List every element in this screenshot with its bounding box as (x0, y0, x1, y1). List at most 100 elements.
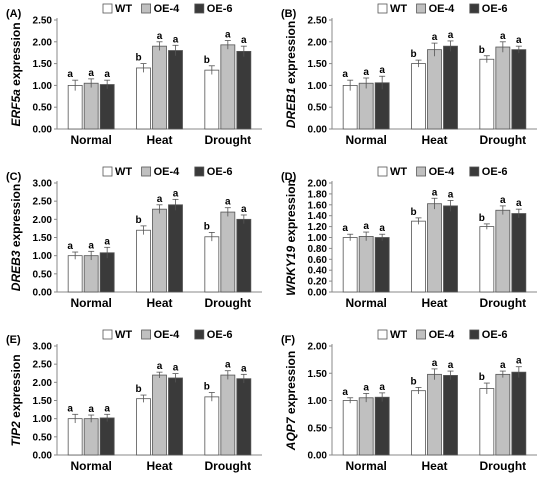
bar-oe-6 (511, 371, 527, 456)
bar-oe-4 (427, 49, 442, 130)
significance-letter: a (225, 360, 231, 371)
legend-swatch (194, 166, 205, 177)
y-tick-label: 1.50 (33, 396, 53, 407)
y-tick-label: 1.00 (33, 251, 53, 262)
bar-oe-6 (168, 377, 183, 456)
bar-oe-4 (152, 208, 167, 293)
significance-letter: a (363, 382, 369, 393)
y-tick-label: 1.50 (33, 59, 53, 70)
category-label: Drought (480, 133, 527, 147)
legend-swatch (141, 166, 152, 177)
significance-letter: b (479, 45, 485, 56)
y-tick-label: 1.40 (308, 211, 328, 222)
category-label: Drought (205, 459, 252, 473)
legend-swatch (416, 329, 427, 340)
panel-label: (B) (281, 8, 297, 20)
significance-letter: a (379, 223, 385, 234)
y-tick-label: 0.50 (33, 269, 53, 280)
y-tick-label: 0.00 (33, 451, 53, 462)
significance-letter: a (67, 403, 73, 414)
y-tick-label: 1.00 (308, 396, 328, 407)
legend-label: OE-6 (207, 329, 233, 341)
chart-panel-2: (C)DREB3 expression0.000.501.001.502.002… (6, 166, 262, 310)
legend-label: WT (390, 166, 407, 178)
significance-letter: b (204, 382, 210, 393)
bar-wt (479, 58, 495, 130)
bar-wt (342, 400, 358, 456)
y-axis-gene: WRKY19 (284, 246, 298, 296)
significance-letter: a (448, 360, 454, 371)
bar-oe-6 (511, 49, 527, 130)
y-tick-label: 2.50 (33, 16, 53, 27)
bar-oe-4 (83, 255, 99, 293)
bar-oe-4 (358, 236, 374, 293)
bar-oe-4 (358, 397, 374, 456)
y-axis-suffix: expression (284, 21, 298, 88)
significance-letter: a (516, 198, 522, 209)
legend-label: OE-6 (482, 166, 508, 178)
bar-oe-6 (236, 50, 252, 130)
chart-panel-5: (F) AQP7 expression 0.00 0.50 1.00 1.50 2.00 No… (281, 329, 537, 473)
significance-letter: a (67, 241, 73, 252)
bar-wt (67, 418, 83, 456)
legend-label: OE-6 (207, 166, 233, 178)
bar-oe-6 (374, 396, 390, 456)
y-tick-label: 0.50 (33, 432, 53, 443)
legend-label: OE-4 (429, 3, 456, 15)
significance-letter: a (500, 195, 506, 206)
legend-label: OE-4 (154, 329, 181, 341)
y-axis-suffix: expression (284, 351, 298, 418)
significance-letter: b (410, 49, 416, 60)
bar-wt (411, 390, 426, 456)
significance-letter: b (410, 376, 416, 387)
significance-letter: a (241, 363, 247, 374)
y-tick-label: 3.00 (33, 179, 53, 190)
legend-label: WT (390, 329, 407, 341)
y-tick-label: 0.50 (308, 103, 328, 114)
y-tick-label: 0.40 (308, 266, 328, 277)
significance-letter: b (479, 372, 485, 383)
y-axis-suffix: expression (9, 22, 23, 89)
significance-letter: a (104, 236, 110, 247)
category-label: Heat (146, 459, 172, 473)
panel-label: (C) (6, 171, 22, 183)
panel-label: (D) (281, 171, 297, 183)
significance-letter: a (104, 403, 110, 414)
category-label: Normal (345, 296, 386, 310)
bar-oe-4 (220, 44, 236, 130)
bar-oe-6 (443, 375, 458, 456)
significance-letter: a (88, 240, 94, 251)
legend-label: WT (115, 3, 132, 15)
bar-oe-4 (152, 374, 167, 456)
y-tick-label: 3.00 (33, 342, 53, 353)
bar-oe-4 (427, 203, 442, 293)
legend-swatch (377, 3, 388, 14)
y-axis-gene: TIP2 (9, 421, 23, 447)
significance-letter: a (516, 356, 522, 367)
bar-oe-4 (83, 82, 99, 130)
legend-swatch (377, 329, 388, 340)
bar-oe-6 (168, 204, 183, 293)
panel-label: (A) (6, 8, 22, 20)
bar-oe-6 (374, 82, 390, 130)
significance-letter: a (516, 35, 522, 46)
category-label: Normal (70, 459, 111, 473)
significance-letter: a (104, 69, 110, 80)
bar-wt (342, 85, 358, 130)
y-axis-gene: AQP7 (284, 416, 298, 451)
y-tick-label: 2.00 (308, 342, 328, 353)
y-axis-label: WRKY19 expression (284, 179, 298, 296)
y-tick-label: 2.00 (33, 37, 53, 48)
bar-wt (479, 226, 495, 293)
y-axis-suffix: expression (284, 179, 298, 246)
y-tick-label: 0.50 (308, 423, 328, 434)
chart-panel-3: (D)WRKY19 expression0.000.200.400.600.80… (281, 166, 537, 310)
y-tick-label: 2.50 (308, 16, 328, 27)
bar-oe-4 (495, 209, 511, 293)
bar-oe-4 (220, 374, 236, 456)
y-tick-label: 0.00 (308, 125, 328, 136)
y-tick-label: 0.00 (308, 451, 328, 462)
y-axis-label: AQP7 expression (284, 351, 298, 451)
significance-letter: a (342, 69, 348, 80)
legend-swatch (141, 3, 152, 14)
